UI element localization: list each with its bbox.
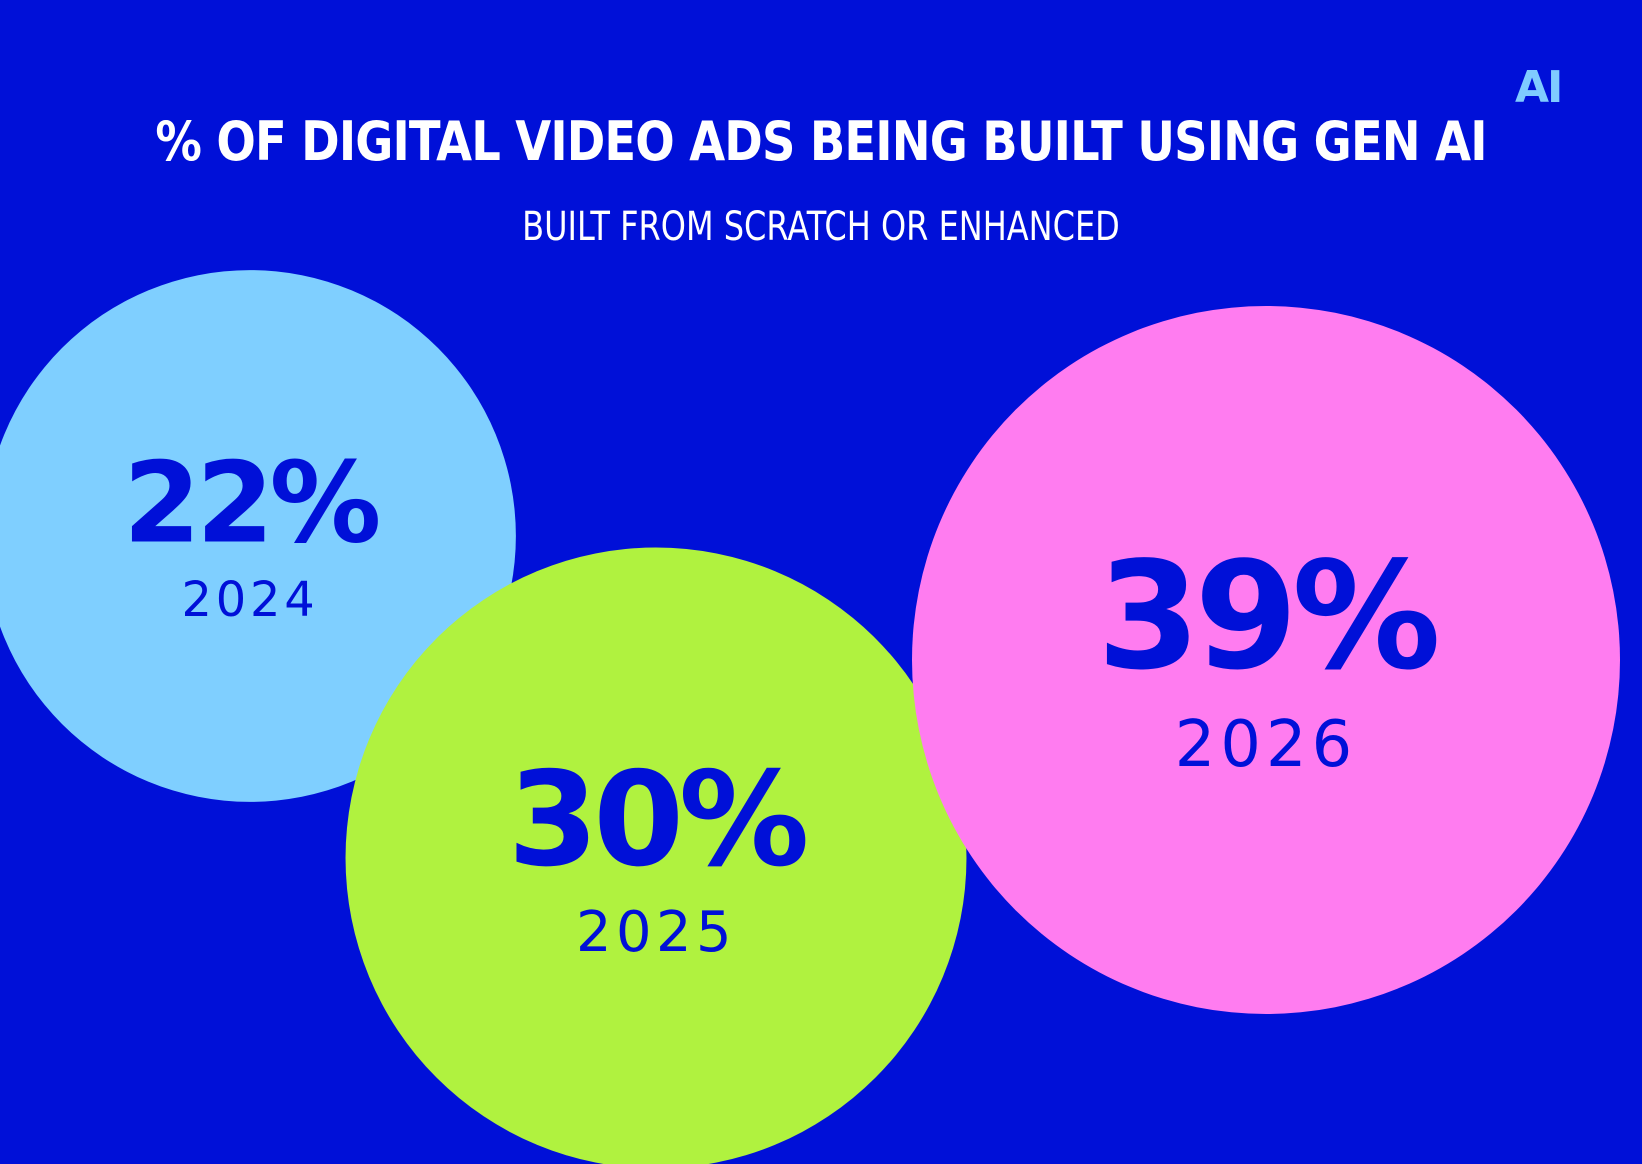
bubble-value-label-2024: 22% [123,439,378,569]
bubble-year-label-2024: 2024 [181,573,318,628]
bubble-circle-2025 [345,547,967,1164]
bubble-2025: 30%2025 [345,547,967,1164]
bubble-value-label-2025: 30% [508,744,806,896]
bubble-value-label-2026: 39% [1097,530,1437,703]
bubble-2026: 39%2026 [912,306,1620,1014]
bubble-circle-2026 [912,306,1620,1014]
chart-title: % OF DIGITAL VIDEO ADS BEING BUILT USING… [155,110,1487,173]
chart-subtitle: BUILT FROM SCRATCH OR ENHANCED [522,204,1120,250]
bubble-circle-2024 [0,270,516,802]
bubble-year-label-2025: 2025 [576,900,736,965]
bubble-year-label-2026: 2026 [1175,708,1358,782]
brand-logo: AI [1515,62,1563,113]
bubble-2024: 22%2024 [0,270,516,802]
